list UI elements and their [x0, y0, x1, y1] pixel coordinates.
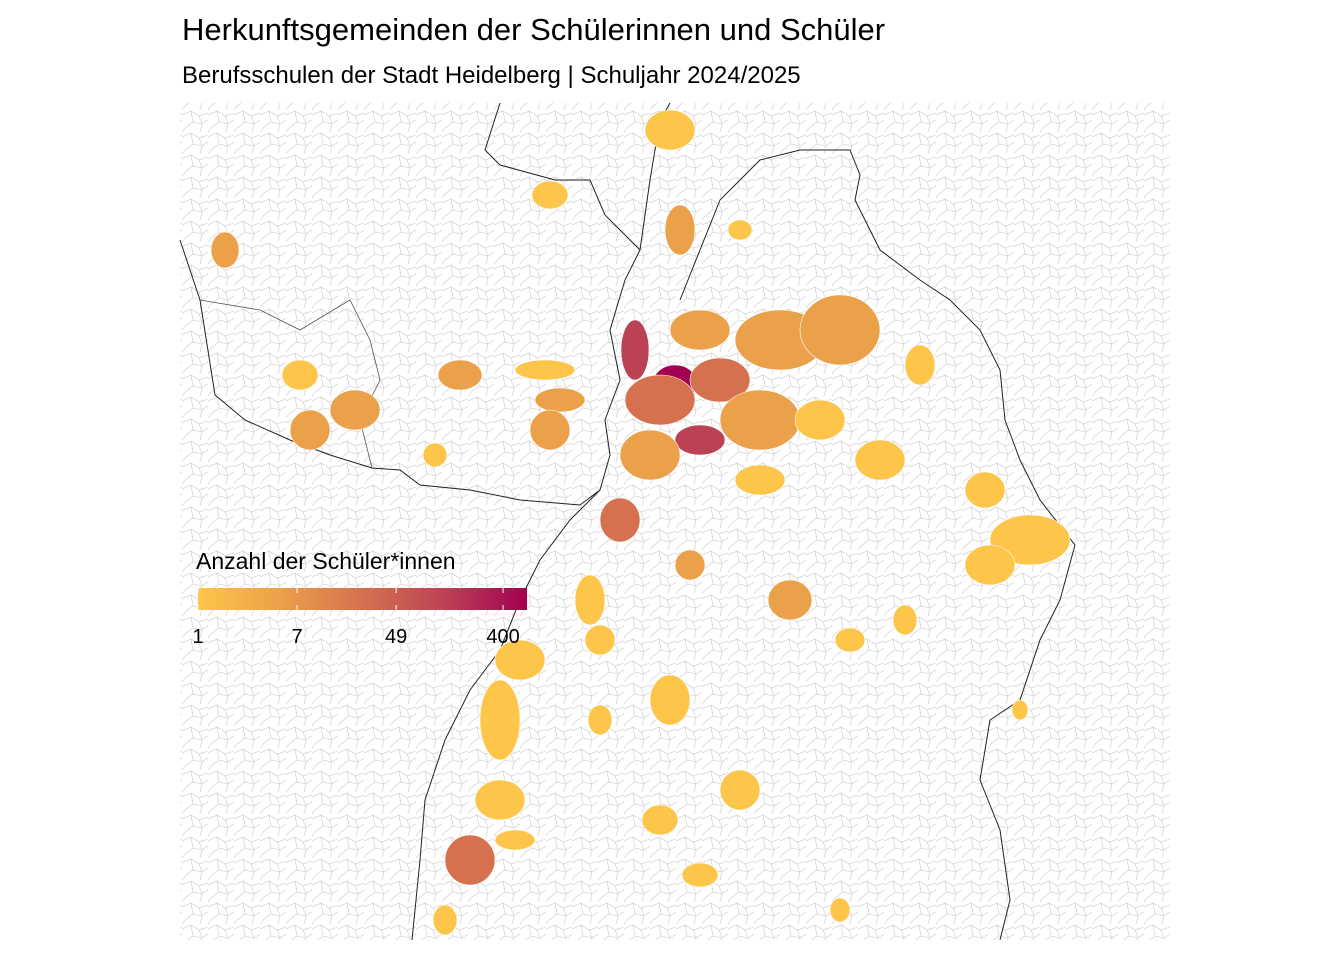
municipality-fill [620, 319, 650, 381]
municipality-fill [444, 834, 496, 886]
municipality-fill [514, 359, 576, 381]
municipality-fill [892, 604, 918, 636]
municipality-fill [904, 344, 936, 386]
municipality-fill [799, 294, 881, 366]
municipality-fills [210, 109, 1071, 936]
legend-tick-label: 1 [192, 626, 203, 648]
municipality-fill [664, 204, 696, 256]
municipality-fill [964, 471, 1006, 509]
municipality-fill [854, 439, 906, 481]
municipality-fill [432, 904, 458, 936]
municipality-fill [474, 779, 526, 821]
municipality-fill [641, 804, 679, 836]
municipality-fill [437, 359, 483, 391]
municipality-fill [1011, 699, 1029, 721]
municipality-fill [674, 549, 706, 581]
municipality-fill [494, 639, 546, 681]
municipality-fill [674, 424, 726, 456]
municipality-fill [210, 231, 240, 269]
municipality-fill [834, 627, 866, 653]
municipality-fill [529, 409, 571, 451]
municipality-fill [669, 309, 731, 351]
state-border [411, 489, 601, 941]
municipality-fill [644, 109, 696, 151]
municipality-fill [422, 442, 448, 468]
municipality-fill [719, 389, 801, 451]
legend: Anzahl der Schüler*innen 1 7 49 400 [192, 548, 527, 648]
municipality-fill [494, 829, 536, 851]
municipality-fill [281, 359, 319, 391]
municipality-fill [587, 704, 613, 736]
municipality-fill [989, 514, 1071, 566]
municipality-fill [534, 387, 586, 413]
municipality-fill [599, 497, 641, 543]
map-subtitle: Berufsschulen der Stadt Heidelberg | Sch… [182, 62, 801, 89]
municipality-fill [289, 409, 331, 451]
municipality-fill [624, 374, 696, 426]
municipality-fill [479, 679, 521, 761]
municipality-fill [619, 429, 681, 481]
municipality-fill [829, 897, 851, 923]
municipality-fill [531, 180, 569, 210]
municipality-fill [584, 624, 616, 656]
municipality-fill [794, 399, 846, 441]
map-area [179, 102, 1170, 941]
legend-tick-label: 400 [486, 626, 519, 648]
legend-tick-label: 7 [292, 626, 303, 648]
legend-title: Anzahl der Schüler*innen [196, 548, 456, 574]
map-title: Herkunftsgemeinden der Schülerinnen und … [182, 12, 885, 47]
municipality-fill [727, 219, 753, 241]
municipality-fill [734, 464, 786, 496]
municipality-fill [719, 769, 761, 811]
municipality-fill [681, 862, 719, 888]
municipality-fill [689, 357, 751, 403]
municipality-fill [649, 674, 691, 726]
municipality-fill [574, 574, 606, 626]
municipality-fill [964, 544, 1016, 586]
legend-colorbar [198, 588, 527, 610]
legend-tick-label: 49 [385, 626, 407, 648]
municipality-fill [767, 579, 813, 621]
municipality-fill [329, 389, 381, 431]
